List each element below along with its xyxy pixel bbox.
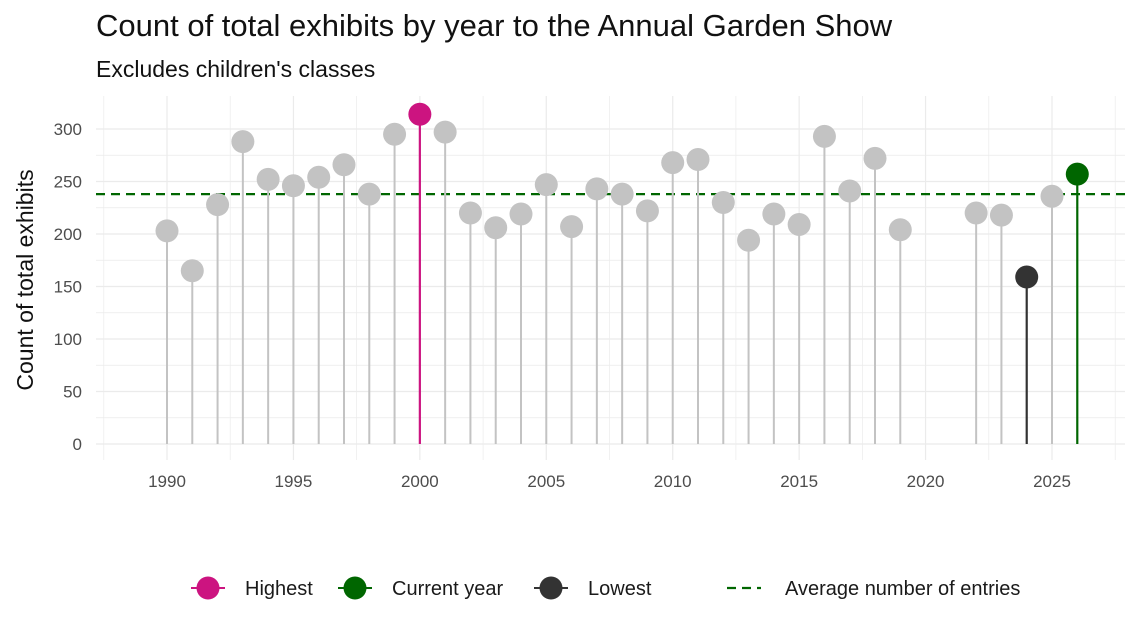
lollipop-point-1998 [357,182,381,206]
lollipop-stems [166,114,1079,444]
lollipop-point-2008 [610,182,634,206]
legend-item-lowest: Lowest [534,576,652,600]
lollipop-point-2017 [838,179,862,203]
lollipop-point-1997 [332,153,356,177]
lollipop-point-2007 [585,177,609,201]
y-axis-label: Count of total exhibits [12,169,38,390]
lollipop-point-2012 [711,191,735,214]
chart-subtitle: Excludes children's classes [96,56,376,82]
y-tick-label: 0 [73,435,82,454]
lollipop-point-2016 [812,124,836,148]
y-tick-label: 150 [54,278,82,297]
chart-title: Count of total exhibits by year to the A… [96,8,893,43]
lollipop-point-2010 [661,151,685,175]
lollipop-point-2013 [737,228,761,252]
lollipop-point-2002 [458,201,482,225]
lollipop-point-2014 [762,202,786,226]
lollipop-point-2022 [964,201,988,225]
legend: Highest Current year Lowest Average number … [191,576,1020,600]
lollipop-point-1999 [383,122,407,146]
lollipop-point-2011 [686,147,710,171]
lollipop-point-1991 [180,259,204,283]
lollipop-point-1990 [155,219,179,243]
x-tick-label: 2025 [1033,472,1071,491]
y-tick-label: 250 [54,173,82,192]
lollipop-point-2024 [1015,265,1039,289]
y-axis-ticks: 0 50 100 150 200 250 300 [54,120,82,454]
legend-item-highest: Highest [191,576,313,600]
lollipop-point-1995 [281,174,305,198]
lollipop-point-1996 [307,165,331,189]
x-tick-label: 1990 [148,472,186,491]
y-tick-label: 300 [54,120,82,139]
x-tick-label: 2015 [780,472,818,491]
y-tick-label: 200 [54,225,82,244]
y-tick-label: 50 [63,383,82,402]
legend-label: Average number of entries [785,578,1020,600]
x-tick-label: 2010 [654,472,692,491]
legend-label: Current year [392,578,503,600]
lollipop-point-2023 [989,203,1013,227]
legend-key-point [539,576,563,600]
lollipop-point-2026 [1065,162,1089,186]
lollipop-point-2000 [408,102,432,126]
lollipop-point-1993 [231,130,255,154]
legend-label: Lowest [588,578,652,600]
x-tick-label: 2005 [527,472,565,491]
legend-label: Highest [245,578,313,600]
lollipop-point-2015 [787,213,811,237]
legend-item-average: Average number of entries [727,578,1020,600]
legend-item-current: Current year [338,576,503,600]
x-axis-ticks: 1990 1995 2000 2005 2010 2015 2020 2025 [148,472,1071,491]
lollipop-points [155,102,1089,289]
grid-lines [96,96,1125,460]
legend-key-point [196,576,220,600]
lollipop-point-2006 [560,215,584,239]
lollipop-point-2003 [484,216,508,240]
lollipop-point-2001 [433,120,457,144]
x-tick-label: 1995 [275,472,313,491]
x-tick-label: 2000 [401,472,439,491]
legend-key-point [343,576,367,600]
lollipop-point-2025 [1040,184,1064,208]
lollipop-point-2009 [635,199,659,223]
lollipop-point-1992 [206,193,230,217]
lollipop-point-2018 [863,146,887,170]
x-tick-label: 2020 [907,472,945,491]
y-tick-label: 100 [54,330,82,349]
lollipop-point-2019 [888,218,912,242]
lollipop-point-2005 [534,173,558,197]
lollipop-point-1994 [256,167,280,191]
lollipop-point-2004 [509,202,533,226]
